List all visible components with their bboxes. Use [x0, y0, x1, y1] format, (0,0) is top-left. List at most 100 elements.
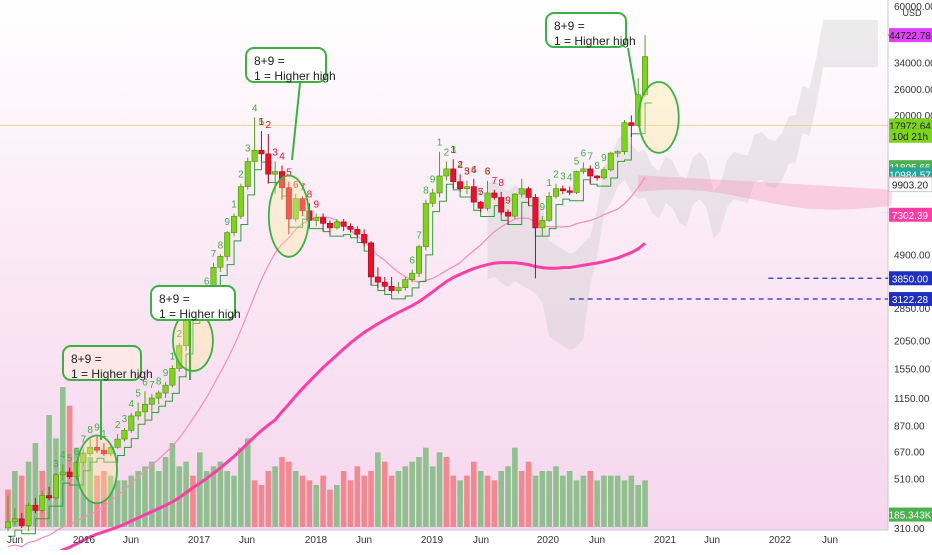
annotation-callout-2017: 8+9 = 1 = Higher high — [150, 285, 241, 321]
td-count-green: 9 — [601, 153, 607, 164]
td-count-red: 6 — [293, 180, 299, 191]
td-count-red: 9 — [505, 196, 511, 207]
td-count-green: 8 — [423, 186, 429, 197]
td-count-red: 1 — [450, 145, 456, 156]
volume-bar — [539, 471, 546, 527]
td-count-red: 9 — [313, 199, 319, 210]
candle-body — [470, 186, 477, 203]
candle-body — [614, 151, 621, 154]
candle-body — [409, 272, 416, 280]
volume-bar — [32, 443, 39, 527]
candle-body — [258, 149, 265, 155]
volume-bar — [457, 480, 463, 527]
y-axis-tick-label: 26000.00 — [894, 85, 932, 96]
candle-body — [525, 188, 532, 198]
volume-bar — [614, 475, 621, 527]
y-axis-tick-label: 60000.00 — [894, 2, 932, 13]
volume-bar — [402, 466, 409, 527]
volume-bar — [155, 471, 162, 527]
volume-bar — [306, 480, 313, 527]
td-count-green: 9 — [430, 175, 436, 186]
volume-bar — [642, 480, 648, 527]
td-count-red: 3 — [464, 167, 470, 178]
candle-body — [395, 287, 402, 291]
volume-bar — [114, 480, 121, 527]
volume-bar — [368, 471, 374, 527]
td-count-red: 4 — [471, 165, 477, 176]
candle-body — [155, 392, 162, 399]
candle-body — [580, 168, 587, 172]
volume-bar — [505, 466, 511, 527]
price-badge — [889, 292, 932, 307]
volume-bar — [327, 489, 333, 527]
volume-bar — [60, 387, 66, 527]
currency-label: USD — [902, 8, 922, 18]
volume-bar — [135, 471, 141, 527]
td-count-green: 7 — [211, 249, 217, 260]
td-count-red: 6 — [485, 167, 491, 178]
x-axis-tick-label: Jun — [704, 535, 720, 546]
candle-body — [313, 217, 320, 221]
volume-bar — [169, 443, 176, 527]
candle-body — [429, 192, 436, 204]
td-count-red: 3 — [272, 148, 278, 159]
td-count-green: 2 — [444, 148, 450, 159]
price-badge-label: 10984.57 — [889, 170, 931, 181]
td-count-red: 2 — [266, 120, 272, 131]
td-count-red: 5 — [478, 187, 484, 198]
td-count-green: 9 — [540, 202, 546, 213]
y-axis-tick-label: 870.00 — [894, 422, 925, 433]
highlight-ellipse — [267, 174, 310, 258]
td-count-green: 4 — [457, 160, 463, 171]
candle-body — [505, 211, 512, 217]
candle-body — [347, 226, 354, 230]
candle-body — [333, 221, 340, 229]
candle-body — [128, 415, 135, 431]
price-badge-label: 7302.39 — [892, 211, 929, 222]
price-badge-label: 17972.64 — [889, 122, 931, 133]
td-count-green: 3 — [450, 145, 456, 156]
price-badge-label: 3122.28 — [892, 295, 929, 306]
candle-body — [600, 169, 607, 179]
price-badge-label: 185.343K — [889, 511, 932, 522]
highlight-ellipse — [637, 81, 680, 154]
td-count-red: 8 — [498, 178, 504, 189]
candle-body — [463, 186, 470, 190]
volume-bar — [313, 485, 320, 527]
td-count-green: 8 — [218, 240, 224, 251]
candle-body — [39, 495, 46, 511]
volume-bar — [491, 480, 498, 527]
volume-bar — [66, 405, 73, 527]
volume-bar — [471, 461, 477, 527]
volume-bar — [498, 471, 504, 527]
highlight-ellipse — [76, 434, 118, 505]
td-count-green: 3 — [53, 459, 59, 470]
candle-body — [368, 242, 375, 278]
candle-body — [402, 279, 409, 289]
volume-bar — [340, 471, 347, 527]
volume-bar — [464, 475, 470, 527]
volume-bar — [518, 471, 525, 527]
volume-bar — [601, 475, 607, 527]
y-axis-tick-label: 510.00 — [894, 475, 925, 486]
y-axis-tick-label: 1550.00 — [894, 364, 931, 375]
volume-bar — [25, 461, 32, 527]
volume-bar — [265, 471, 272, 527]
td-count-green: 8 — [594, 161, 600, 172]
plot-background — [0, 0, 888, 530]
candle-body — [100, 449, 107, 455]
x-axis-tick-label: 2017 — [188, 535, 211, 546]
candle-body — [361, 233, 368, 244]
candle-body — [94, 446, 101, 451]
td-count-green: 2 — [553, 170, 559, 181]
volume-bar — [12, 471, 18, 527]
price-badge-label: 10d 21h — [892, 132, 928, 143]
td-count-green: 3 — [245, 144, 251, 155]
volume-bar — [628, 475, 635, 527]
volume-bar — [94, 475, 100, 527]
candle-body — [587, 168, 594, 177]
volume-bar — [429, 466, 436, 527]
price-badge — [889, 271, 932, 286]
